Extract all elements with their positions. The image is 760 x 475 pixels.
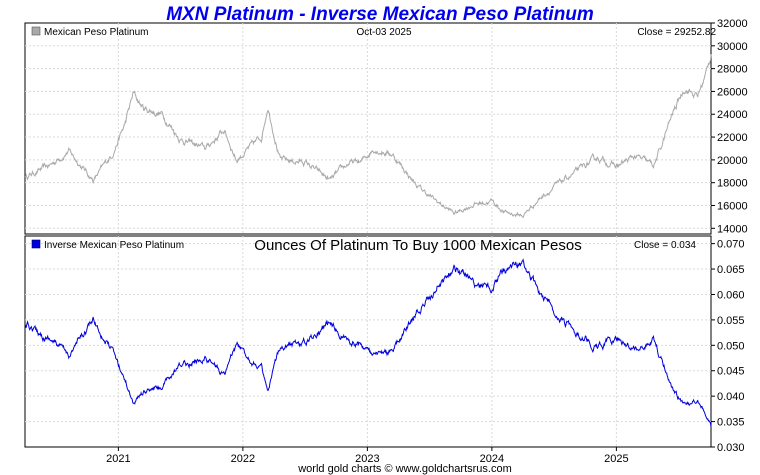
top-legend-label: Mexican Peso Platinum [44, 27, 149, 38]
top-y-axis: 32000 30000 28000 26000 24000 22000 20000 18000… [711, 18, 748, 235]
bottom-y-tick-label: 0.035 [717, 417, 745, 429]
bottom-panel [24, 235, 712, 448]
top-y-tick-label: 18000 [717, 178, 748, 190]
x-tick-label: 2023 [355, 453, 379, 465]
top-y-tick-label: 26000 [717, 86, 748, 98]
bottom-y-tick-label: 0.070 [717, 239, 745, 251]
top-legend-swatch [31, 26, 41, 36]
top-y-tick-label: 14000 [717, 223, 748, 235]
top-panel [24, 22, 712, 235]
x-tick-label: 2025 [604, 453, 628, 465]
x-tick-label: 2024 [480, 453, 504, 465]
top-y-tick-label: 30000 [717, 41, 748, 53]
x-tick-label: 2021 [106, 453, 130, 465]
bottom-y-tick-label: 0.055 [717, 315, 745, 327]
bottom-y-tick-label: 0.030 [717, 442, 745, 454]
bottom-series-line [24, 258, 712, 427]
bottom-y-tick-label: 0.040 [717, 391, 745, 403]
bottom-y-tick-label: 0.050 [717, 340, 745, 352]
top-y-tick-label: 16000 [717, 200, 748, 212]
chart-title: MXN Platinum - Inverse Mexican Peso Plat… [166, 4, 594, 25]
bottom-y-axis: 0.070 0.065 0.060 0.055 0.050 0.045 0.040 0.035… [711, 239, 745, 454]
top-y-tick-label: 32000 [717, 18, 748, 30]
top-y-tick-label: 22000 [717, 132, 748, 144]
bottom-legend-swatch [31, 239, 41, 249]
bottom-subtitle: Ounces Of Platinum To Buy 1000 Mexican P… [254, 237, 581, 254]
top-y-tick-label: 20000 [717, 155, 748, 167]
top-close-label: Close = 29252.82 [637, 27, 716, 38]
bottom-close-label: Close = 0.034 [634, 240, 696, 251]
x-tick-label: 2022 [231, 453, 255, 465]
bottom-y-tick-label: 0.065 [717, 264, 745, 276]
date-label: Oct-03 2025 [356, 27, 411, 38]
top-grid [25, 23, 711, 234]
bottom-y-tick-label: 0.045 [717, 366, 745, 378]
bottom-grid [25, 236, 711, 447]
bottom-y-tick-label: 0.060 [717, 289, 745, 301]
top-y-tick-label: 24000 [717, 109, 748, 121]
top-series-line [24, 54, 712, 219]
footer-credit: world gold charts © www.goldchartsrus.co… [297, 463, 512, 475]
bottom-legend-label: Inverse Mexican Peso Platinum [44, 240, 184, 251]
x-axis: 2021 2022 2023 2024 2025 [106, 447, 629, 465]
top-y-tick-label: 28000 [717, 64, 748, 76]
